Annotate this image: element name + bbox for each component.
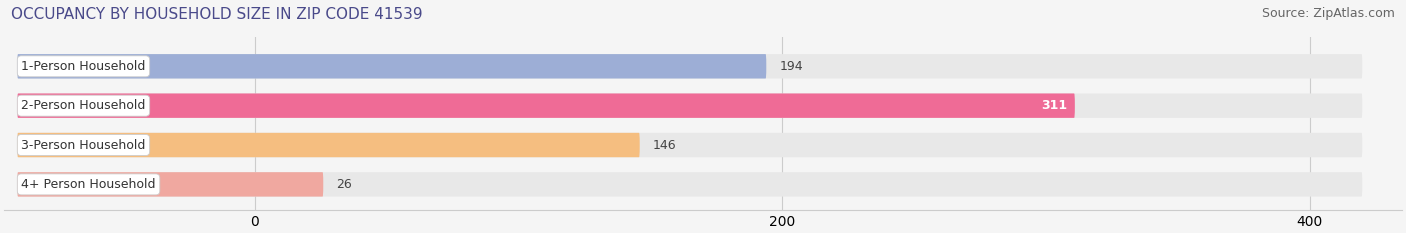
Text: OCCUPANCY BY HOUSEHOLD SIZE IN ZIP CODE 41539: OCCUPANCY BY HOUSEHOLD SIZE IN ZIP CODE … bbox=[11, 7, 423, 22]
Text: Source: ZipAtlas.com: Source: ZipAtlas.com bbox=[1261, 7, 1395, 20]
Text: 2-Person Household: 2-Person Household bbox=[21, 99, 146, 112]
FancyBboxPatch shape bbox=[17, 172, 1362, 197]
FancyBboxPatch shape bbox=[17, 54, 1362, 79]
FancyBboxPatch shape bbox=[17, 172, 323, 197]
FancyBboxPatch shape bbox=[17, 133, 640, 157]
Text: 194: 194 bbox=[779, 60, 803, 73]
Text: 146: 146 bbox=[652, 139, 676, 151]
FancyBboxPatch shape bbox=[17, 93, 1074, 118]
Text: 311: 311 bbox=[1040, 99, 1067, 112]
Text: 1-Person Household: 1-Person Household bbox=[21, 60, 146, 73]
Text: 26: 26 bbox=[336, 178, 352, 191]
Text: 4+ Person Household: 4+ Person Household bbox=[21, 178, 156, 191]
FancyBboxPatch shape bbox=[17, 54, 766, 79]
Text: 3-Person Household: 3-Person Household bbox=[21, 139, 146, 151]
FancyBboxPatch shape bbox=[17, 93, 1362, 118]
FancyBboxPatch shape bbox=[17, 133, 1362, 157]
